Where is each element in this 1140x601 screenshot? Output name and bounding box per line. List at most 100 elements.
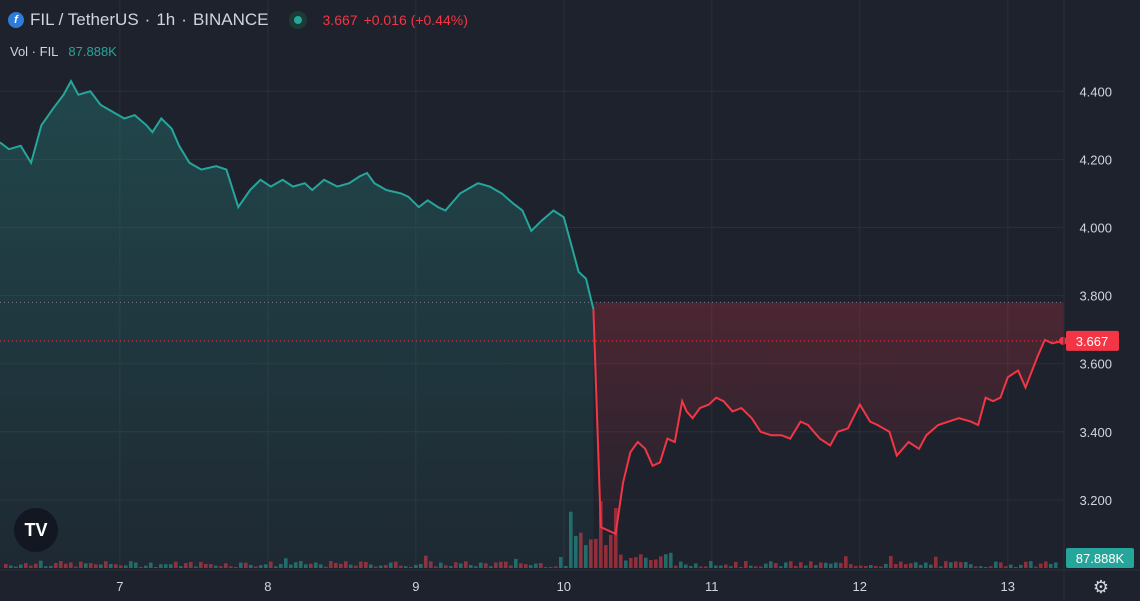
volume-value: 87.888K <box>68 44 117 59</box>
x-tick-label: 12 <box>853 579 867 594</box>
price-line <box>0 79 1067 536</box>
volume-bar <box>719 565 723 568</box>
volume-bar <box>1024 561 1028 568</box>
volume-bar <box>614 508 618 568</box>
volume-bar <box>824 562 828 568</box>
volume-bar <box>749 565 753 568</box>
interval-label[interactable]: 1h <box>156 10 176 29</box>
y-tick-label: 3.800 <box>1079 289 1112 304</box>
volume-bar <box>1029 561 1033 568</box>
price-line-down <box>592 309 1065 536</box>
volume-bar <box>629 557 633 568</box>
volume-bar <box>799 562 803 568</box>
volume-bar <box>689 565 693 568</box>
volume-bar <box>729 566 733 568</box>
volume-bar <box>844 556 848 568</box>
volume-bar <box>984 566 988 568</box>
fil-coin-icon: f <box>8 12 24 28</box>
volume-bar <box>594 538 598 568</box>
volume-bar <box>734 561 738 568</box>
volume-bar <box>979 566 983 568</box>
volume-bar <box>944 561 948 568</box>
volume-bar <box>609 534 613 568</box>
volume-bar <box>964 561 968 568</box>
up-area-fill <box>0 81 594 568</box>
volume-bar <box>884 563 888 568</box>
current-price: 3.667 <box>322 12 358 28</box>
volume-bar <box>1004 566 1008 568</box>
volume-tag-label: 87.888K <box>1076 551 1125 566</box>
volume-bar <box>1014 566 1018 568</box>
volume-bar <box>674 565 678 568</box>
price-line-up <box>0 79 595 310</box>
volume-bar <box>924 562 928 568</box>
volume-bar <box>904 564 908 568</box>
volume-bar <box>804 565 808 568</box>
x-tick-label: 11 <box>705 579 719 594</box>
volume-bar <box>939 566 943 568</box>
volume-bar <box>919 564 923 568</box>
symbol-label[interactable]: FIL / TetherUS <box>30 10 139 29</box>
volume-bar <box>869 564 873 568</box>
volume-bar <box>1039 563 1043 568</box>
y-tick-label: 3.400 <box>1079 425 1112 440</box>
volume-bar <box>899 561 903 568</box>
x-tick-label: 13 <box>1001 579 1015 594</box>
volume-bar <box>709 560 713 568</box>
volume-bar <box>659 556 663 568</box>
volume-bar <box>864 565 868 568</box>
volume-bar <box>649 560 653 568</box>
y-tick-label: 3.600 <box>1079 357 1112 372</box>
volume-label: Vol · FIL <box>10 44 59 59</box>
volume-bar <box>849 564 853 568</box>
y-tick-label: 4.200 <box>1079 152 1112 167</box>
settings-gear-icon[interactable]: ⚙ <box>1092 576 1110 597</box>
volume-bar <box>1034 566 1038 568</box>
volume-bar <box>739 566 743 568</box>
volume-bar <box>684 564 688 568</box>
volume-bar <box>1049 563 1053 568</box>
y-tick-label: 4.000 <box>1079 220 1112 235</box>
volume-bar <box>894 563 898 568</box>
volume-bar <box>744 561 748 568</box>
volume-bar <box>859 565 863 568</box>
last-price-tag <box>1066 330 1119 351</box>
separator-dot: · <box>181 10 187 29</box>
volume-bar <box>624 560 628 568</box>
volume-bar <box>599 501 603 568</box>
volume-bar <box>1054 562 1058 568</box>
volume-bar <box>699 566 703 568</box>
volume-legend: Vol · FIL 87.888K <box>10 44 117 59</box>
volume-bar <box>784 562 788 568</box>
volume-bar <box>889 555 893 568</box>
volume-bar <box>874 565 878 568</box>
x-tick-label: 8 <box>264 579 271 594</box>
volume-bar <box>879 566 883 568</box>
volume-bar <box>959 562 963 568</box>
down-area-fill <box>593 302 1064 534</box>
volume-bar <box>914 562 918 568</box>
volume-bar <box>819 562 823 568</box>
volume-bar <box>949 562 953 568</box>
volume-bar <box>754 566 758 568</box>
volume-bar <box>954 561 958 568</box>
volume-bar <box>814 565 818 568</box>
tradingview-logo-icon[interactable]: TV <box>14 508 58 552</box>
x-tick-label: 9 <box>412 579 419 594</box>
volume-bar <box>669 552 673 568</box>
market-status-icon[interactable] <box>288 11 307 29</box>
volume-bar <box>714 565 718 568</box>
volume-bar <box>764 563 768 568</box>
volume-bar <box>779 566 783 568</box>
volume-bar <box>604 545 608 568</box>
volume-bar <box>644 557 648 568</box>
volume-bar <box>704 566 708 568</box>
volume-bar <box>969 564 973 568</box>
volume-bar <box>619 554 623 568</box>
volume-bar <box>769 561 773 568</box>
y-tick-label: 4.400 <box>1079 84 1112 99</box>
volume-bar <box>654 559 658 568</box>
volume-bar <box>794 565 798 568</box>
volume-bar <box>774 563 778 568</box>
